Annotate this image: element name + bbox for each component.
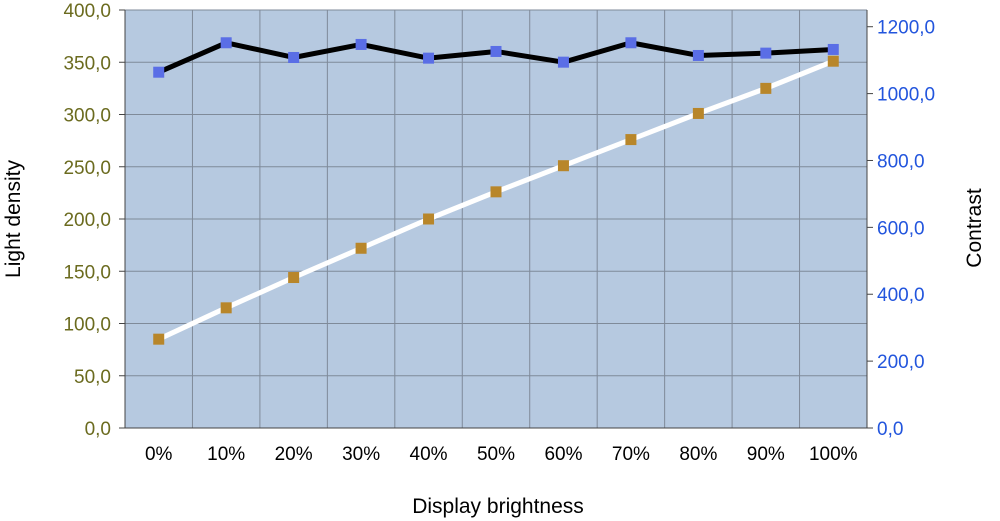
x-tick-label: 90% bbox=[747, 444, 785, 465]
series-2-point bbox=[760, 82, 772, 94]
series-group bbox=[153, 37, 839, 345]
series-1-point bbox=[760, 47, 772, 59]
right-tick-label: 200,0 bbox=[877, 352, 925, 373]
right-axis-title: Contrast bbox=[963, 188, 986, 268]
right-tick-label: 600,0 bbox=[877, 218, 925, 239]
left-tick-label: 350,0 bbox=[63, 53, 111, 74]
x-tick-label: 0% bbox=[145, 444, 173, 465]
right-tick-label: 0,0 bbox=[877, 419, 903, 440]
series-1-point bbox=[557, 56, 569, 68]
right-tick-label: 1000,0 bbox=[877, 85, 935, 106]
series-2-point bbox=[490, 186, 502, 198]
series-2-point bbox=[423, 213, 435, 225]
left-tick-label: 200,0 bbox=[63, 210, 111, 231]
series-2-point bbox=[557, 160, 569, 172]
x-tick-label: 30% bbox=[342, 444, 380, 465]
x-tick-label: 70% bbox=[612, 444, 650, 465]
right-tick-label: 800,0 bbox=[877, 151, 925, 172]
series-2-point bbox=[625, 134, 637, 146]
series-2-point bbox=[692, 107, 704, 119]
x-axis-ticks: 0% 10% 20% 30% 40% 50% 60% 70% 80% 90% 100% bbox=[145, 444, 858, 465]
left-tick-label: 250,0 bbox=[63, 158, 111, 179]
series-2-point bbox=[288, 272, 300, 284]
left-tick-label: 0,0 bbox=[85, 419, 111, 440]
series-1-point bbox=[490, 45, 502, 57]
series-2-point bbox=[220, 302, 232, 314]
x-tick-label: 60% bbox=[544, 444, 582, 465]
series-1-point bbox=[355, 38, 367, 50]
x-tick-label: 80% bbox=[679, 444, 717, 465]
x-tick-label: 10% bbox=[207, 444, 245, 465]
right-axis-ticks: 0,0 200,0 400,0 600,0 800,0 1000,0 1200,0 bbox=[867, 18, 935, 440]
series-1-point bbox=[153, 66, 165, 78]
left-tick-label: 50,0 bbox=[74, 367, 111, 388]
left-axis-ticks: 0,0 50,0 100,0 150,0 200,0 250,0 300,0 350,0 400… bbox=[63, 1, 125, 440]
left-tick-label: 100,0 bbox=[63, 315, 111, 336]
series-1-point bbox=[827, 43, 839, 55]
series-1-point bbox=[220, 37, 232, 49]
left-tick-label: 400,0 bbox=[63, 1, 111, 22]
right-tick-label: 1200,0 bbox=[877, 18, 935, 39]
left-tick-label: 150,0 bbox=[63, 262, 111, 283]
series-1-point bbox=[692, 49, 704, 61]
series-1-point bbox=[423, 52, 435, 64]
series-2-point bbox=[827, 55, 839, 67]
x-axis-title: Display brightness bbox=[412, 495, 584, 518]
grid-lines bbox=[124, 9, 868, 429]
left-axis-title: Light density bbox=[2, 160, 25, 278]
x-tick-label: 100% bbox=[809, 444, 858, 465]
series-1-point bbox=[288, 51, 300, 63]
x-tick-label: 50% bbox=[477, 444, 515, 465]
series-2-point bbox=[153, 333, 165, 345]
x-tick-label: 20% bbox=[275, 444, 313, 465]
series-2-point bbox=[355, 242, 367, 254]
right-tick-label: 400,0 bbox=[877, 285, 925, 306]
left-tick-label: 300,0 bbox=[63, 106, 111, 127]
x-tick-label: 40% bbox=[410, 444, 448, 465]
series-1-point bbox=[625, 37, 637, 49]
